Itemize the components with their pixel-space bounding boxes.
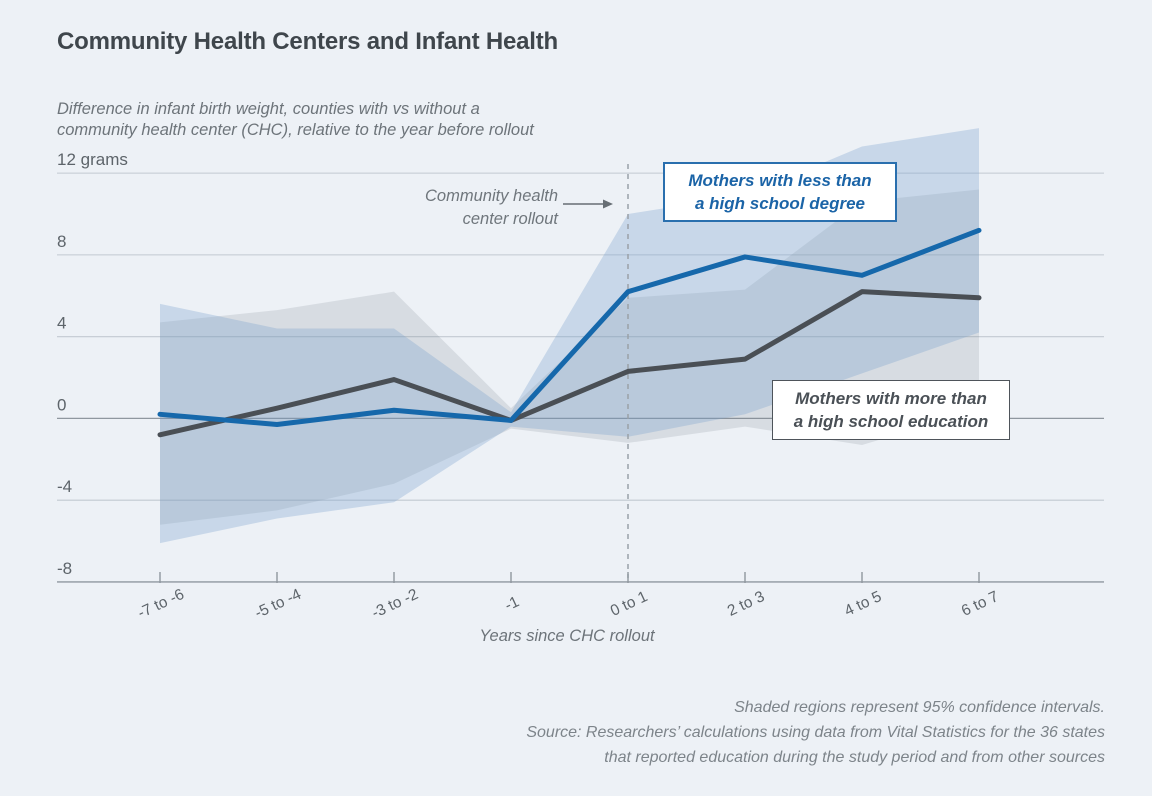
annotation-arrow-head <box>603 199 613 209</box>
x-tick-label-3: -1 <box>502 593 522 614</box>
rollout-annotation-line-1: Community health <box>425 187 558 205</box>
ci-band-series-0 <box>160 128 979 544</box>
y-tick-label-4: 4 <box>57 314 66 333</box>
x-tick-label-6: 4 to 5 <box>842 588 884 620</box>
series-line-1 <box>157 289 982 438</box>
subtitle-line-2: community health center (CHC), relative … <box>57 121 534 139</box>
chart-subtitle: Difference in infant birth weight, count… <box>57 99 534 141</box>
series-line-0 <box>157 227 982 428</box>
y-tick-label-8: 8 <box>57 232 66 251</box>
x-axis-label: Years since CHC rollout <box>479 627 655 645</box>
x-tick-label-0: -7 to -6 <box>135 586 187 622</box>
source-note-line-3: that reported education during the study… <box>604 749 1105 766</box>
x-tick-label-2: -3 to -2 <box>369 586 421 622</box>
x-tick-label-5: 2 to 3 <box>725 588 767 620</box>
y-tick-label-0: 0 <box>57 395 66 414</box>
x-tick-label-7: 6 to 7 <box>959 588 1001 620</box>
series-label-less-than-hs-line-1: Mothers with less than <box>688 171 872 190</box>
series-label-less-than-hs: Mothers with less than a high school deg… <box>663 162 897 222</box>
y-tick-label-12: 12 grams <box>57 150 128 169</box>
series-label-more-than-hs-line-1: Mothers with more than <box>795 389 987 408</box>
x-tick-label-4: 0 to 1 <box>608 588 650 620</box>
rollout-annotation-line-2: center rollout <box>462 210 558 228</box>
source-note-line-1: Shaded regions represent 95% confidence … <box>734 699 1105 716</box>
subtitle-line-1: Difference in infant birth weight, count… <box>57 100 480 118</box>
y-tick-label--4: -4 <box>57 477 72 496</box>
y-tick-label--8: -8 <box>57 559 72 578</box>
rollout-annotation: Community health center rollout <box>330 185 558 231</box>
series-label-more-than-hs: Mothers with more than a high school edu… <box>772 380 1010 440</box>
source-note: Shaded regions represent 95% confidence … <box>305 695 1105 770</box>
series-label-less-than-hs-line-2: a high school degree <box>694 194 866 213</box>
x-tick-label-1: -5 to -4 <box>252 586 304 622</box>
source-note-line-2: Source: Researchers’ calculations using … <box>526 724 1105 741</box>
chart-title: Community Health Centers and Infant Heal… <box>57 28 558 55</box>
series-label-more-than-hs-line-2: a high school education <box>793 412 989 431</box>
